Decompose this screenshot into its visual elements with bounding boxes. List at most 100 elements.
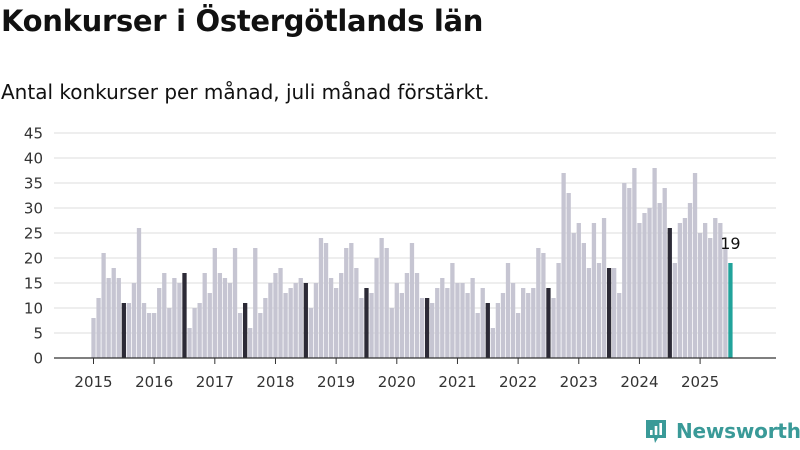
bar: [222, 278, 228, 358]
bar: [672, 263, 677, 358]
july-bar: [606, 268, 612, 358]
bar: [359, 298, 364, 358]
bar: [136, 228, 142, 358]
bar: [141, 303, 147, 358]
bar: [192, 308, 197, 358]
bar: [566, 193, 571, 358]
bar: [647, 208, 652, 358]
bar: [723, 248, 728, 358]
bar: [697, 233, 703, 358]
bar: [288, 288, 293, 358]
bar: [662, 188, 667, 358]
bar: [369, 293, 374, 358]
latest-bar: [728, 263, 733, 358]
bar: [202, 273, 207, 358]
bar: [414, 273, 420, 358]
bar: [177, 283, 182, 358]
bar: [106, 278, 111, 358]
x-tick-label: 2022: [499, 373, 537, 391]
bar: [612, 268, 617, 358]
bar: [677, 223, 683, 358]
chart-subtitle: Antal konkurser per månad, juli månad fö…: [1, 80, 490, 104]
july-bar: [121, 303, 126, 358]
bar: [339, 273, 344, 358]
x-tick-label: 2020: [378, 373, 416, 391]
bar: [258, 313, 263, 358]
bar: [374, 258, 379, 358]
x-tick-label: 2023: [560, 373, 598, 391]
bar-chart-logo-icon: [646, 420, 666, 443]
bar: [495, 303, 501, 358]
y-tick-label: 35: [24, 175, 43, 193]
x-tick-label: 2015: [74, 373, 112, 391]
bar: [404, 273, 410, 358]
bar: [212, 248, 217, 358]
bar: [379, 238, 384, 358]
y-tick-label: 15: [24, 275, 43, 293]
bar: [465, 293, 470, 358]
bar: [91, 318, 96, 358]
x-tick-label: 2019: [317, 373, 355, 391]
bar: [435, 288, 440, 358]
bar: [652, 168, 657, 358]
bar: [510, 283, 516, 358]
bar: [248, 328, 253, 358]
bar: [596, 263, 602, 358]
bar: [561, 173, 566, 358]
bar: [622, 183, 627, 358]
bar: [111, 268, 116, 358]
latest-value-label: 19: [720, 234, 740, 253]
bar: [556, 263, 561, 358]
bar: [703, 223, 708, 358]
x-tick-label: 2016: [135, 373, 173, 391]
x-tick-label: 2018: [256, 373, 294, 391]
bar: [526, 293, 531, 358]
bar: [207, 293, 212, 358]
july-bar: [243, 303, 248, 358]
bar: [581, 243, 586, 358]
bar: [237, 313, 243, 358]
bar: [384, 248, 389, 358]
bar: [399, 293, 404, 358]
y-tick-label: 45: [24, 125, 43, 143]
july-bar: [303, 283, 308, 358]
y-tick-label: 25: [24, 225, 43, 243]
x-tick-label: 2017: [196, 373, 234, 391]
july-bar: [546, 288, 551, 358]
july-bar: [182, 273, 187, 358]
bar: [333, 288, 339, 358]
bar: [162, 273, 167, 358]
bar: [419, 298, 425, 358]
bar: [167, 308, 172, 358]
bar: [172, 278, 177, 358]
bar: [278, 268, 283, 358]
bar: [430, 303, 435, 358]
bar: [617, 293, 622, 358]
bar: [450, 263, 455, 358]
y-tick-label: 40: [24, 150, 43, 168]
bar: [268, 283, 273, 358]
bar: [713, 218, 718, 358]
bar: [283, 293, 288, 358]
bar: [480, 288, 485, 358]
bar: [232, 248, 238, 358]
bar: [632, 168, 637, 358]
bar: [455, 283, 460, 358]
x-tick-label: 2021: [438, 373, 476, 391]
bar: [323, 243, 329, 358]
x-tick-label: 2025: [681, 373, 719, 391]
bar: [470, 278, 475, 358]
bar: [308, 308, 314, 358]
bar: [536, 248, 541, 358]
bar: [692, 173, 698, 358]
bar: [131, 283, 137, 358]
bar: [152, 313, 157, 358]
bar: [197, 303, 202, 358]
bar: [349, 243, 354, 358]
bar: [227, 283, 233, 358]
bar: [409, 243, 415, 358]
bar: [571, 233, 576, 358]
bar: [389, 308, 394, 358]
bar: [298, 278, 303, 358]
